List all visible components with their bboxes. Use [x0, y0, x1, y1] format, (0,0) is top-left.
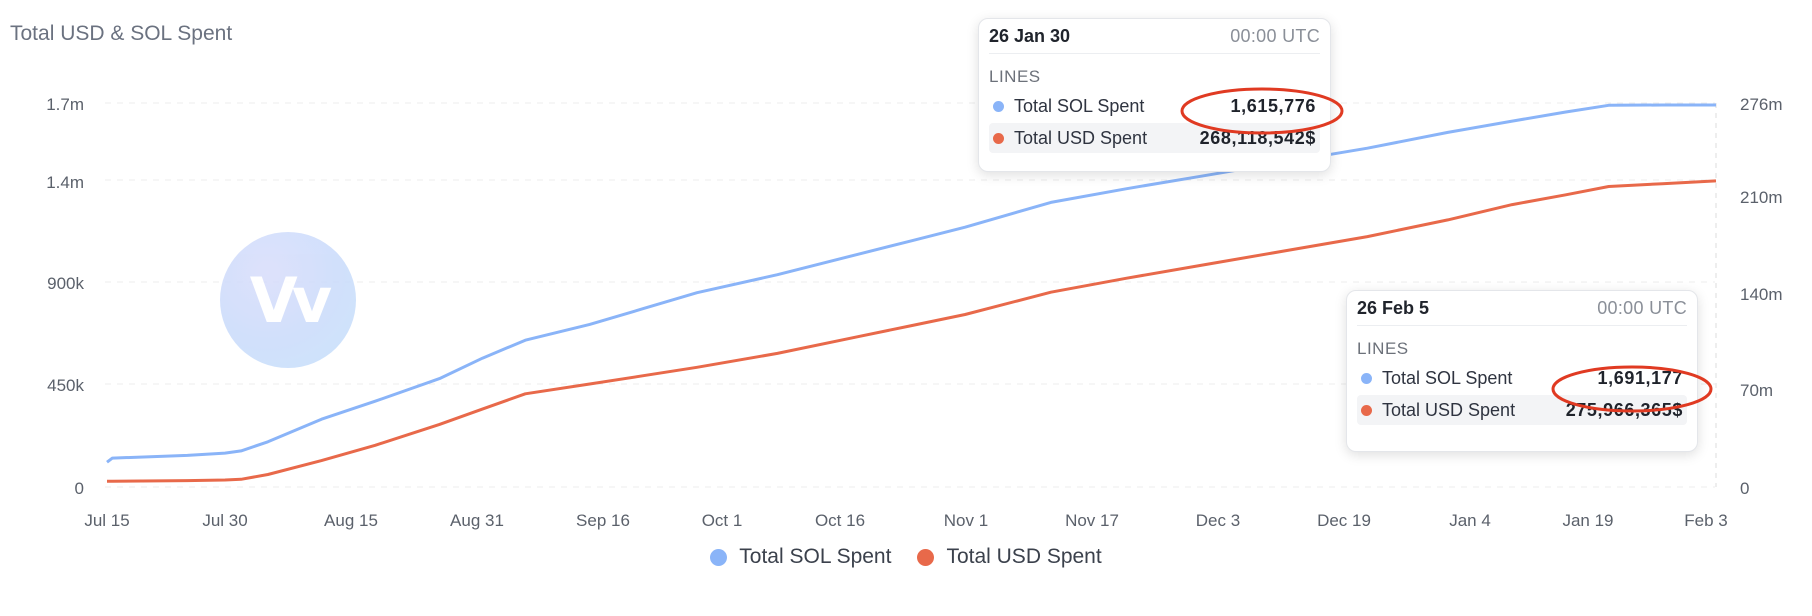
legend-item-sol[interactable]: Total SOL Spent	[710, 545, 891, 569]
legend-label: Total SOL Spent	[739, 545, 892, 568]
x-tick: Jan 19	[1562, 511, 1613, 530]
y-right-tick: 0	[1740, 479, 1749, 498]
series-layer	[106, 103, 1717, 483]
tooltip-section-label: LINES	[989, 67, 1041, 86]
x-tick: Aug 31	[450, 511, 504, 530]
y-right-tick: 276m	[1740, 95, 1783, 114]
legend-dot-icon	[710, 548, 728, 566]
x-tick: Jul 30	[202, 511, 247, 530]
tooltip-header: 26 Jan 30 00:00 UTC	[989, 19, 1320, 54]
y-right-tick: 210m	[1740, 188, 1783, 207]
x-tick: Nov 17	[1065, 511, 1119, 530]
tooltip-row-value: 275,966,365$	[1565, 399, 1683, 420]
usd-dot-icon	[993, 132, 1004, 144]
grid-lines	[105, 102, 1717, 488]
sol-dot-icon	[1361, 372, 1372, 384]
tooltip-header: 26 Feb 5 00:00 UTC	[1357, 291, 1687, 326]
tooltip-row-sol: Total SOL Spent 1,615,776	[989, 91, 1320, 121]
series-line-usd	[107, 179, 1717, 483]
y-left-tick: 900k	[47, 274, 84, 293]
tooltip-row-usd: Total USD Spent 275,966,365$	[1357, 395, 1687, 425]
y-left-tick: 1.7m	[46, 95, 84, 114]
y-left-tick: 1.4m	[46, 173, 84, 192]
tooltip-jan-30: 26 Jan 30 00:00 UTC LINES Total SOL Spen…	[978, 18, 1331, 172]
tooltip-date: 26 Feb 5	[1357, 297, 1430, 318]
x-tick: Aug 15	[324, 511, 378, 530]
x-tick: Dec 3	[1196, 511, 1240, 530]
watermark-logo: Vv	[220, 232, 356, 368]
x-tick: Feb 3	[1684, 511, 1727, 530]
legend-label: Total USD Spent	[946, 545, 1102, 568]
tooltip-row-label: Total SOL Spent	[1014, 95, 1145, 116]
usd-dot-icon	[1361, 404, 1372, 416]
chart-title: Total USD & SOL Spent	[10, 22, 233, 45]
chart-legend: Total SOL Spent Total USD Spent	[0, 545, 1812, 569]
x-tick: Oct 16	[815, 511, 865, 530]
y-axis-right: 276m 210m 140m 70m 0	[1740, 95, 1783, 498]
tooltip-row-usd: Total USD Spent 268,118,542$	[989, 123, 1320, 153]
y-axis-left: 1.7m 1.4m 900k 450k 0	[46, 95, 84, 498]
tooltip-row-value: 268,118,542$	[1199, 127, 1316, 148]
y-left-tick: 450k	[47, 376, 84, 395]
tooltip-row-label: Total USD Spent	[1014, 127, 1148, 148]
tooltip-time: 00:00 UTC	[1230, 25, 1320, 46]
tooltip-time: 00:00 UTC	[1597, 297, 1687, 318]
legend-item-usd[interactable]: Total USD Spent	[917, 545, 1102, 569]
tooltip-row-label: Total SOL Spent	[1382, 367, 1513, 388]
x-tick: Dec 19	[1317, 511, 1371, 530]
x-tick: Nov 1	[944, 511, 988, 530]
tooltip-date: 26 Jan 30	[989, 25, 1071, 46]
x-axis: Jul 15 Jul 30 Aug 15 Aug 31 Sep 16 Oct 1…	[84, 511, 1727, 530]
x-tick: Jan 4	[1449, 511, 1491, 530]
x-tick: Jul 15	[84, 511, 129, 530]
tooltip-row-label: Total USD Spent	[1382, 399, 1516, 420]
sol-dot-icon	[993, 100, 1004, 112]
y-right-tick: 70m	[1740, 381, 1773, 400]
y-right-tick: 140m	[1740, 285, 1783, 304]
tooltip-feb-5: 26 Feb 5 00:00 UTC LINES Total SOL Spent…	[1346, 290, 1698, 452]
y-left-tick: 0	[75, 479, 84, 498]
series-line-sol	[106, 103, 1716, 464]
legend-dot-icon	[917, 548, 935, 566]
watermark-text: Vv	[249, 263, 332, 337]
tooltip-section-label: LINES	[1357, 339, 1409, 358]
tooltip-row-value: 1,691,177	[1597, 367, 1683, 388]
tooltip-row-sol: Total SOL Spent 1,691,177	[1357, 363, 1687, 393]
x-tick: Sep 16	[576, 511, 630, 530]
tooltip-row-value: 1,615,776	[1230, 95, 1316, 116]
x-tick: Oct 1	[702, 511, 743, 530]
